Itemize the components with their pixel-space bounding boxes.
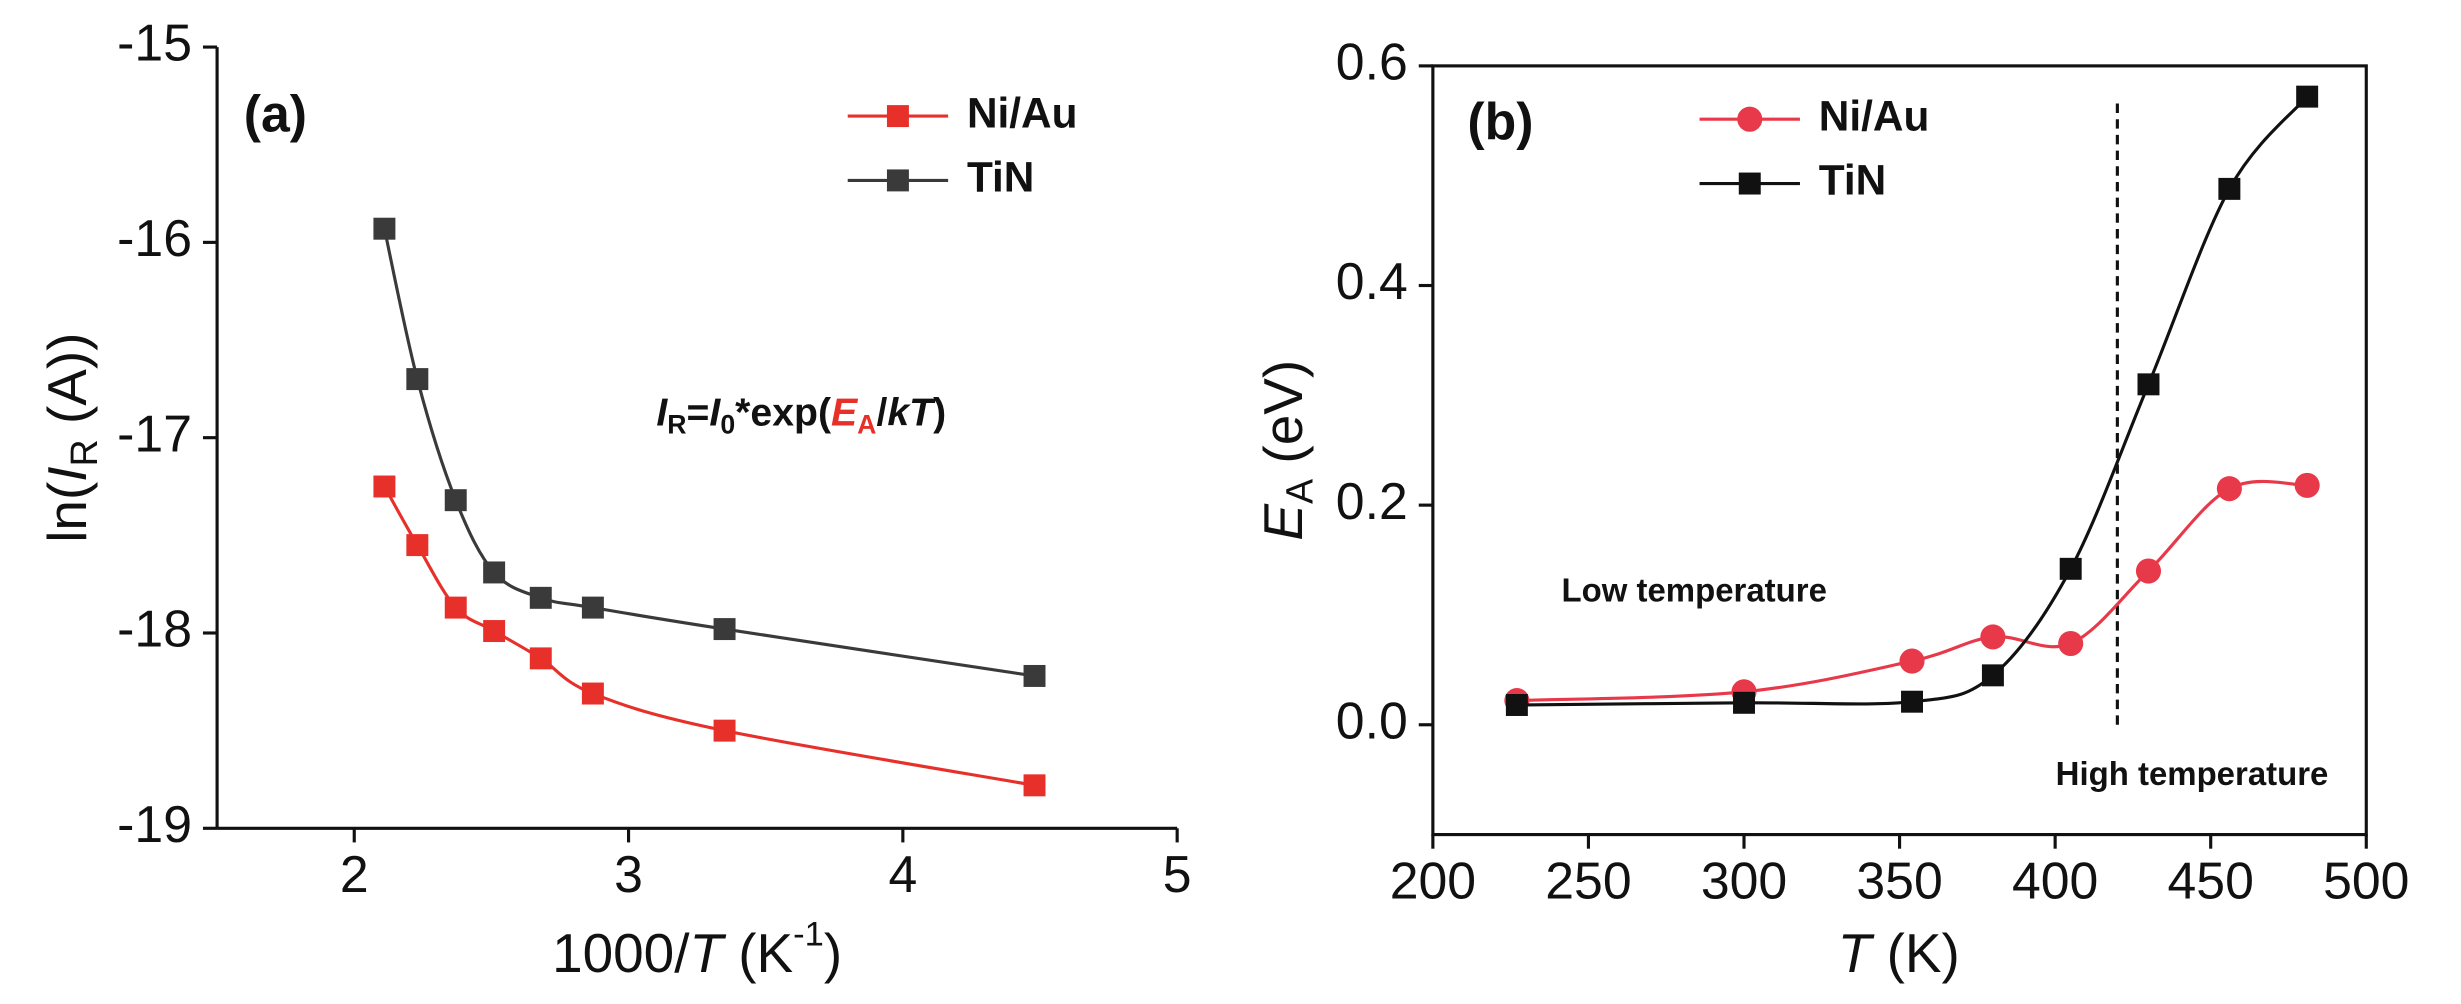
panel-label: (a) — [244, 84, 307, 142]
region-note: High temperature — [2056, 755, 2329, 792]
label-part: T — [1838, 921, 1875, 983]
label-part: R — [63, 439, 105, 466]
data-point — [581, 596, 604, 619]
data-point — [2216, 476, 2242, 502]
formula-part: 0 — [720, 410, 735, 440]
data-point — [1899, 648, 1925, 674]
formula-part: ) — [933, 392, 946, 435]
data-point — [444, 489, 467, 512]
y-tick-label: -15 — [117, 14, 192, 72]
panel-label: (b) — [1467, 92, 1533, 150]
series-line — [383, 485, 1035, 787]
x-tick-label: 350 — [1856, 851, 1942, 909]
data-point — [1505, 694, 1528, 716]
data-point — [1733, 691, 1755, 714]
x-tick-label: 450 — [2168, 851, 2254, 909]
data-point — [1901, 690, 1923, 713]
formula-part: R — [667, 410, 686, 440]
data-point — [406, 534, 429, 557]
y-tick-label: 0.4 — [1336, 252, 1408, 310]
label-part: -1 — [793, 916, 824, 954]
legend-marker — [1738, 172, 1761, 195]
data-point — [581, 682, 604, 705]
y-axis-label: ln(IR (A)) — [36, 333, 105, 543]
data-point — [483, 620, 506, 643]
formula-part: = — [687, 392, 710, 435]
data-point — [2294, 472, 2320, 498]
data-point — [713, 618, 736, 641]
label-part: A — [1279, 478, 1321, 504]
legend-label: TiN — [967, 154, 1034, 201]
formula-part: E — [831, 392, 859, 435]
label-part: E — [1251, 503, 1313, 541]
data-point — [406, 368, 429, 391]
x-tick-label: 250 — [1545, 851, 1631, 909]
data-point — [529, 647, 552, 670]
data-point — [1981, 664, 2004, 687]
x-axis-label: 1000/T (K-1) — [552, 916, 842, 984]
x-tick-label: 5 — [1163, 845, 1192, 903]
formula-part: *exp( — [735, 392, 832, 435]
data-point — [1980, 624, 2006, 650]
y-tick-label: -16 — [117, 209, 192, 267]
y-tick-label: -17 — [117, 404, 192, 462]
x-tick-label: 3 — [614, 845, 643, 903]
legend-label: Ni/Au — [967, 89, 1078, 136]
y-tick-label: 0.0 — [1336, 691, 1408, 749]
label-part: I — [36, 466, 98, 481]
data-point — [2218, 177, 2241, 200]
label-part: (eV) — [1251, 360, 1313, 479]
data-point — [2135, 558, 2162, 584]
region-note: Low temperature — [1562, 572, 1827, 609]
formula-part: I — [656, 392, 668, 435]
data-point — [713, 719, 736, 742]
legend-marker — [1737, 106, 1763, 132]
legend-label: Ni/Au — [1819, 92, 1930, 139]
y-tick-label: 0.6 — [1336, 33, 1408, 91]
x-tick-label: 2 — [340, 845, 369, 903]
data-point — [2296, 85, 2319, 108]
legend-marker — [886, 169, 909, 192]
data-point — [529, 586, 552, 609]
formula-part: / — [876, 392, 887, 435]
legend-marker — [886, 105, 909, 128]
x-axis-label: T (K) — [1838, 921, 1960, 983]
data-point — [483, 561, 506, 584]
data-point — [2059, 557, 2082, 580]
label-part: ln( — [36, 482, 98, 543]
x-tick-label: 400 — [2012, 851, 2098, 909]
formula: IR=I0*exp(EA/kT) — [656, 392, 946, 440]
formula-part: I — [709, 392, 721, 435]
data-point — [373, 475, 396, 498]
label-part: (K) — [1871, 921, 1959, 983]
formula-part: k — [887, 392, 911, 435]
formula-part: T — [909, 392, 936, 435]
label-part: ) — [824, 921, 842, 983]
label-part: T — [689, 921, 726, 983]
label-part: 1000/ — [552, 921, 690, 983]
x-tick-label: 4 — [888, 845, 917, 903]
legend-label: TiN — [1819, 157, 1886, 204]
y-tick-label: -19 — [117, 795, 192, 853]
y-tick-label: 0.2 — [1336, 472, 1408, 530]
formula-part: A — [857, 410, 876, 440]
data-point — [444, 596, 467, 619]
data-point — [2058, 630, 2084, 657]
series-line — [382, 228, 1035, 678]
y-tick-label: -18 — [117, 600, 192, 658]
data-point — [1023, 774, 1046, 797]
series-line — [1516, 95, 2309, 707]
label-part: (A)) — [36, 333, 98, 440]
data-point — [2137, 373, 2160, 396]
x-tick-label: 500 — [2323, 851, 2409, 909]
x-tick-label: 300 — [1701, 851, 1787, 909]
label-part: (K — [723, 921, 793, 983]
x-tick-label: 200 — [1390, 851, 1476, 909]
y-axis-label: EA (eV) — [1251, 360, 1320, 541]
data-point — [373, 217, 396, 240]
data-point — [1023, 664, 1046, 687]
